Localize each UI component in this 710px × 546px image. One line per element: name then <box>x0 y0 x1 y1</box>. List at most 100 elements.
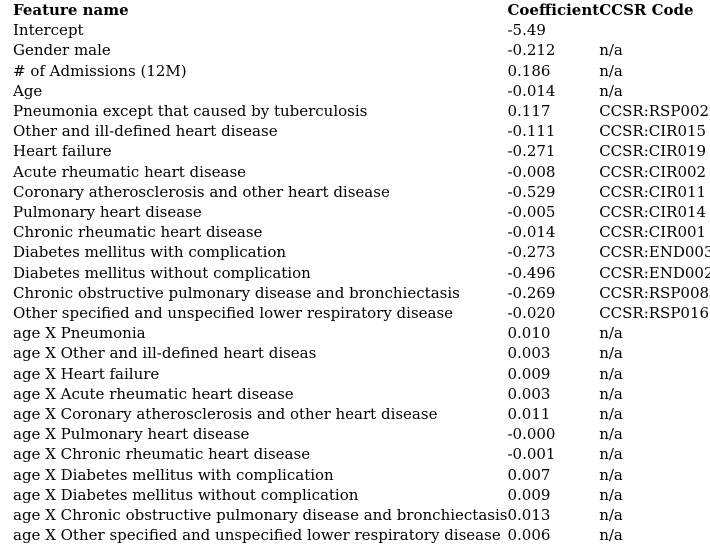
feature-name-cell: Other specified and unspecified lower re… <box>13 304 454 323</box>
feature-name-cell: Pneumonia except that caused by tubercul… <box>13 102 368 121</box>
ccsr-code-cell: CCSR:RSP008 <box>599 283 710 302</box>
table-row: age X Pneumonia 0.010 n/a <box>13 323 710 343</box>
coefficient-cell: 0.186 <box>507 61 551 80</box>
feature-name-cell: age X Diabetes mellitus without complica… <box>13 485 359 504</box>
coefficient-cell: -0.000 <box>507 425 556 444</box>
ccsr-code-cell: n/a <box>599 485 623 504</box>
coefficient-cell: 0.009 <box>507 364 551 383</box>
ccsr-code-cell: n/a <box>599 425 623 444</box>
table-row: Coronary atherosclerosis and other heart… <box>13 182 710 202</box>
feature-name-cell: age X Chronic rheumatic heart disease <box>13 445 311 464</box>
header-coefficient: Coefficient <box>507 1 600 19</box>
coefficient-cell: 0.003 <box>507 384 551 403</box>
ccsr-code-cell: n/a <box>599 405 623 424</box>
ccsr-code-cell: CCSR:END003 <box>599 243 710 262</box>
table-row: age X Chronic rheumatic heart disease -0.… <box>13 444 710 464</box>
feature-name-cell: Diabetes mellitus with complication <box>13 243 287 262</box>
feature-name-cell: age X Diabetes mellitus with complicatio… <box>13 465 334 484</box>
feature-name-cell: age X Chronic obstructive pulmonary dise… <box>13 506 508 525</box>
ccsr-code-cell: CCSR:CIR015 <box>599 122 707 141</box>
table-row: Gender male -0.212 n/a <box>13 40 710 60</box>
coefficient-cell: -0.020 <box>507 304 556 323</box>
feature-name-cell: age X Other specified and unspecified lo… <box>13 526 501 545</box>
coefficient-cell: -0.111 <box>507 122 556 141</box>
ccsr-code-cell: n/a <box>599 445 623 464</box>
ccsr-code-cell: n/a <box>599 61 623 80</box>
feature-name-cell: Age <box>13 81 43 100</box>
table-row: Intercept -5.49 <box>13 20 710 40</box>
table-row: Heart failure -0.271 CCSR:CIR019 <box>13 141 710 161</box>
ccsr-code-cell: CCSR:CIR002 <box>599 162 707 181</box>
feature-name-cell: Chronic obstructive pulmonary disease an… <box>13 283 460 302</box>
feature-name-cell: Other and ill-defined heart disease <box>13 122 278 141</box>
table-row: age X Acute rheumatic heart disease 0.003… <box>13 384 710 404</box>
header-feature-name: Feature name <box>13 1 129 19</box>
table-row: Diabetes mellitus with complication -0.27… <box>13 242 710 262</box>
table-row: # of Admissions (12M) 0.186 n/a <box>13 61 710 81</box>
feature-name-cell: age X Pulmonary heart disease <box>13 425 250 444</box>
feature-name-cell: Intercept <box>13 21 84 40</box>
table-row: Other and ill-defined heart disease -0.11… <box>13 121 710 141</box>
table-row: Pneumonia except that caused by tubercul… <box>13 101 710 121</box>
coefficient-cell: 0.009 <box>507 485 551 504</box>
coefficient-cell: -0.014 <box>507 81 556 100</box>
coefficient-cell: 0.011 <box>507 405 551 424</box>
ccsr-code-cell: n/a <box>599 344 623 363</box>
table-row: Age -0.014 n/a <box>13 81 710 101</box>
table-row: Acute rheumatic heart disease -0.008 CCSR:… <box>13 162 710 182</box>
table-row: age X Other and ill-defined heart diseas… <box>13 343 710 363</box>
table-body: Intercept -5.49 Gender male -0.212 n/a # of A… <box>13 20 710 545</box>
table-row: Chronic obstructive pulmonary disease an… <box>13 283 710 303</box>
feature-name-cell: Gender male <box>13 41 111 60</box>
ccsr-code-cell: CCSR:RSP002 <box>599 102 710 121</box>
table-header: Feature name Coefficient CCSR Code <box>13 0 710 20</box>
coefficient-cell: -0.005 <box>507 203 556 222</box>
coefficient-cell: -0.529 <box>507 182 556 201</box>
ccsr-code-cell: CCSR:CIR001 <box>599 223 707 242</box>
ccsr-code-cell: n/a <box>599 384 623 403</box>
feature-name-cell: age X Acute rheumatic heart disease <box>13 384 294 403</box>
feature-name-cell: Pulmonary heart disease <box>13 203 202 222</box>
coefficient-cell: -0.496 <box>507 263 556 282</box>
table-row: Diabetes mellitus without complication -0… <box>13 263 710 283</box>
table-row: age X Chronic obstructive pulmonary dise… <box>13 505 710 525</box>
ccsr-code-cell: n/a <box>599 506 623 525</box>
table-row: Chronic rheumatic heart disease -0.014 CCS… <box>13 222 710 242</box>
ccsr-code-cell: n/a <box>599 41 623 60</box>
coefficient-cell: -0.271 <box>507 142 556 161</box>
table-row: age X Pulmonary heart disease -0.000 n/a <box>13 424 710 444</box>
coefficient-cell: -0.212 <box>507 41 556 60</box>
table-row: age X Heart failure 0.009 n/a <box>13 364 710 384</box>
coefficient-cell: -5.49 <box>507 21 546 40</box>
header-row: Feature name Coefficient CCSR Code <box>13 0 710 20</box>
coefficient-cell: -0.269 <box>507 283 556 302</box>
ccsr-code-cell: n/a <box>599 465 623 484</box>
feature-name-cell: age X Other and ill-defined heart diseas <box>13 344 317 363</box>
feature-name-cell: age X Heart failure <box>13 364 160 383</box>
coefficient-table: Feature name Coefficient CCSR Code Inter… <box>13 0 710 545</box>
coefficient-cell: 0.006 <box>507 526 551 545</box>
feature-name-cell: Diabetes mellitus without complication <box>13 263 311 282</box>
ccsr-code-cell: CCSR:CIR019 <box>599 142 707 161</box>
coefficient-cell: -0.014 <box>507 223 556 242</box>
ccsr-code-cell: CCSR:CIR011 <box>599 182 707 201</box>
table-row: age X Other specified and unspecified lo… <box>13 525 710 545</box>
feature-name-cell: Coronary atherosclerosis and other heart… <box>13 182 390 201</box>
feature-name-cell: Heart failure <box>13 142 112 161</box>
feature-name-cell: Chronic rheumatic heart disease <box>13 223 263 242</box>
ccsr-code-cell: CCSR:RSP016 <box>599 304 710 323</box>
coefficient-cell: 0.010 <box>507 324 551 343</box>
table-row: age X Diabetes mellitus without complica… <box>13 485 710 505</box>
ccsr-code-cell: n/a <box>599 364 623 383</box>
table-row: age X Diabetes mellitus with complicatio… <box>13 465 710 485</box>
feature-name-cell: Acute rheumatic heart disease <box>13 162 247 181</box>
header-ccsr-code: CCSR Code <box>599 1 694 19</box>
ccsr-code-cell: n/a <box>599 324 623 343</box>
table-row: age X Coronary atherosclerosis and other… <box>13 404 710 424</box>
coefficient-cell: 0.117 <box>507 102 551 121</box>
ccsr-code-cell: CCSR:END002 <box>599 263 710 282</box>
ccsr-code-cell: n/a <box>599 81 623 100</box>
table-row: Other specified and unspecified lower re… <box>13 303 710 323</box>
coefficient-cell: -0.008 <box>507 162 556 181</box>
